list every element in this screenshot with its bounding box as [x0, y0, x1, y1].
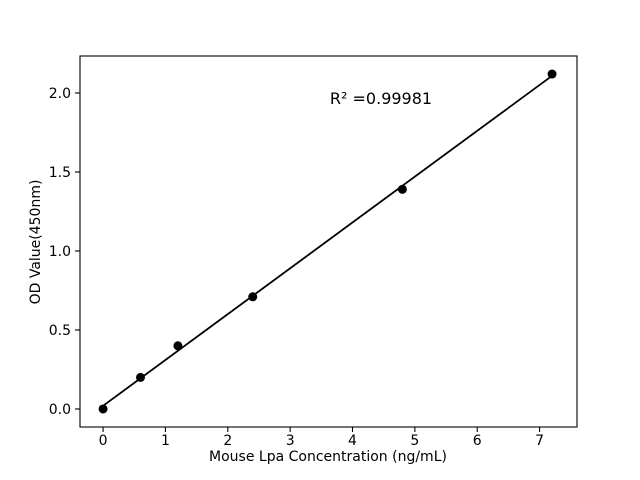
x-tick-label: 4 [348, 433, 357, 449]
r-squared-annotation: R² =0.99981 [330, 89, 432, 108]
y-tick-label: 1.0 [49, 244, 71, 260]
y-tick-label: 0.5 [49, 323, 71, 339]
data-point [397, 184, 407, 194]
data-point [135, 372, 145, 382]
data-point [248, 292, 258, 302]
y-tick-label: 0.0 [49, 402, 71, 418]
y-tick-label: 1.5 [49, 165, 71, 181]
x-tick-label: 6 [473, 433, 482, 449]
y-axis-label: OD Value(450nm) [28, 180, 44, 305]
data-point [547, 69, 557, 79]
x-tick-label: 3 [286, 433, 295, 449]
x-axis-label: Mouse Lpa Concentration (ng/mL) [209, 449, 447, 465]
y-tick-label: 2.0 [49, 86, 71, 102]
x-tick-label: 2 [223, 433, 232, 449]
x-tick-label: 5 [410, 433, 419, 449]
fit-line [102, 75, 553, 407]
data-point [98, 404, 108, 414]
plot-area: 0 1 2 3 4 5 6 7 0.0 0.5 1.0 1.5 2.0 [49, 55, 578, 449]
x-tick-label: 1 [161, 433, 170, 449]
x-tick-label: 0 [99, 433, 108, 449]
x-tick-label: 7 [535, 433, 544, 449]
data-point [173, 341, 183, 351]
